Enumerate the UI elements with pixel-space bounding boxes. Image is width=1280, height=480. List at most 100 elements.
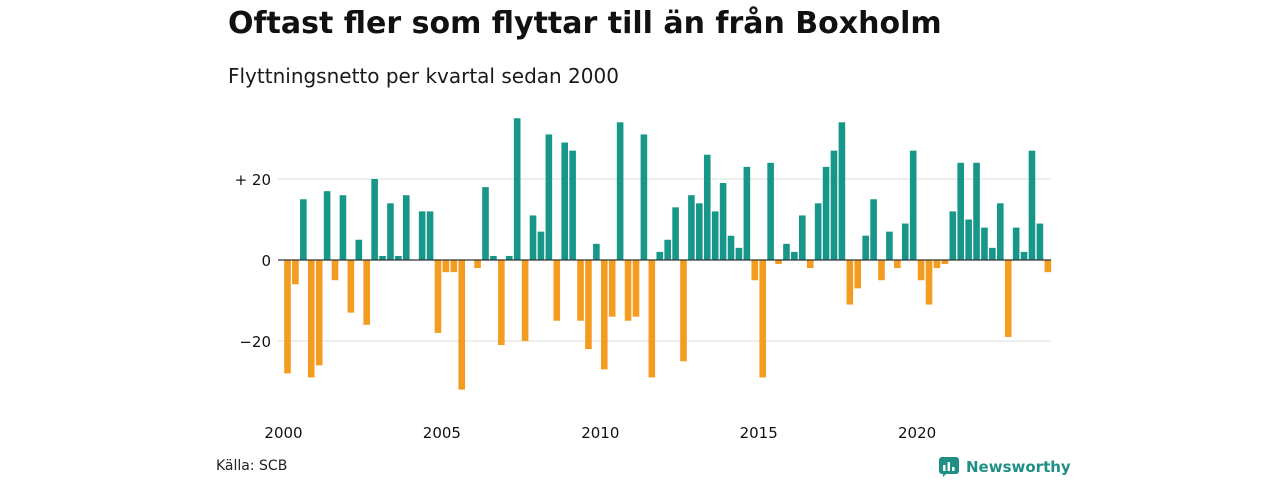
bar [989, 247, 996, 260]
source-label: Källa: SCB [216, 458, 288, 474]
bar [703, 154, 711, 260]
bar [664, 239, 671, 260]
bar [799, 215, 806, 260]
bar [751, 260, 759, 281]
bar [727, 235, 735, 260]
bar [561, 142, 568, 260]
bar [403, 195, 410, 260]
bar [521, 260, 529, 341]
y-tick-label: + 20 [235, 171, 271, 189]
bar [830, 150, 838, 260]
x-tick-label: 2015 [740, 424, 778, 442]
bar [498, 260, 505, 346]
bar [553, 260, 561, 321]
bar [577, 260, 584, 321]
brand-logo: Newsworthy [938, 456, 1071, 478]
bar [886, 231, 893, 260]
y-tick-label: −20 [239, 333, 271, 351]
bar [767, 162, 774, 260]
bar [307, 260, 315, 378]
bar [933, 260, 941, 269]
y-tick-label: 0 [261, 252, 271, 270]
bar [339, 195, 347, 260]
bar [418, 211, 426, 260]
bar [696, 203, 703, 260]
bar [315, 260, 323, 366]
bar [838, 122, 846, 260]
bar [870, 199, 877, 260]
bar [957, 162, 964, 260]
bar [941, 260, 949, 265]
bar [458, 260, 466, 390]
bar [593, 243, 600, 260]
bar [426, 211, 434, 260]
bar [775, 260, 782, 265]
bar [688, 195, 695, 260]
bar [949, 211, 957, 260]
bar [529, 215, 537, 260]
bar [981, 227, 988, 260]
bar [711, 211, 719, 260]
bar [759, 260, 766, 378]
bar [300, 199, 307, 260]
bar [735, 247, 743, 260]
bar [505, 255, 513, 260]
bar [894, 260, 901, 269]
bar [965, 219, 972, 260]
bar [379, 255, 386, 260]
bar [1004, 260, 1012, 337]
bar [743, 166, 751, 260]
x-tick-label: 2020 [898, 424, 936, 442]
bar [925, 260, 933, 305]
bar [640, 134, 648, 260]
bar [624, 260, 632, 321]
bar [387, 203, 394, 260]
bar [474, 260, 481, 269]
bar [783, 243, 790, 260]
bar [1044, 260, 1052, 273]
bar [878, 260, 885, 281]
bar [672, 207, 679, 260]
bar [862, 235, 869, 260]
bar [917, 260, 925, 281]
x-tick-label: 2005 [423, 424, 461, 442]
bar [854, 260, 862, 289]
bar [901, 223, 909, 260]
bar [569, 150, 576, 260]
bar [719, 183, 727, 260]
bar [513, 118, 521, 260]
bar [680, 260, 687, 362]
bar [545, 134, 553, 260]
bar [822, 166, 830, 260]
bar [1036, 223, 1044, 260]
chart-subtitle: Flyttningsnetto per kvartal sedan 2000 [228, 64, 619, 88]
bar [846, 260, 854, 305]
x-tick-label: 2000 [264, 424, 302, 442]
bar [973, 162, 980, 260]
bar [814, 203, 822, 260]
bar [482, 187, 489, 260]
bar [450, 260, 458, 273]
bar [284, 260, 291, 374]
bar [585, 260, 592, 350]
bar [371, 179, 378, 260]
bar [292, 260, 299, 285]
bar [331, 260, 339, 281]
bar [632, 260, 640, 317]
bar [1028, 150, 1036, 260]
bar [1012, 227, 1020, 260]
chart-title: Oftast fler som flyttar till än från Box… [228, 6, 942, 41]
bar [616, 122, 624, 260]
bar [323, 191, 331, 260]
brand-name: Newsworthy [966, 458, 1071, 476]
bar [656, 251, 664, 260]
bar [537, 231, 545, 260]
bar [434, 260, 442, 333]
bar [806, 260, 814, 269]
bar [648, 260, 656, 378]
bar [909, 150, 917, 260]
bar [363, 260, 370, 325]
bar [347, 260, 355, 313]
bar [1020, 251, 1028, 260]
